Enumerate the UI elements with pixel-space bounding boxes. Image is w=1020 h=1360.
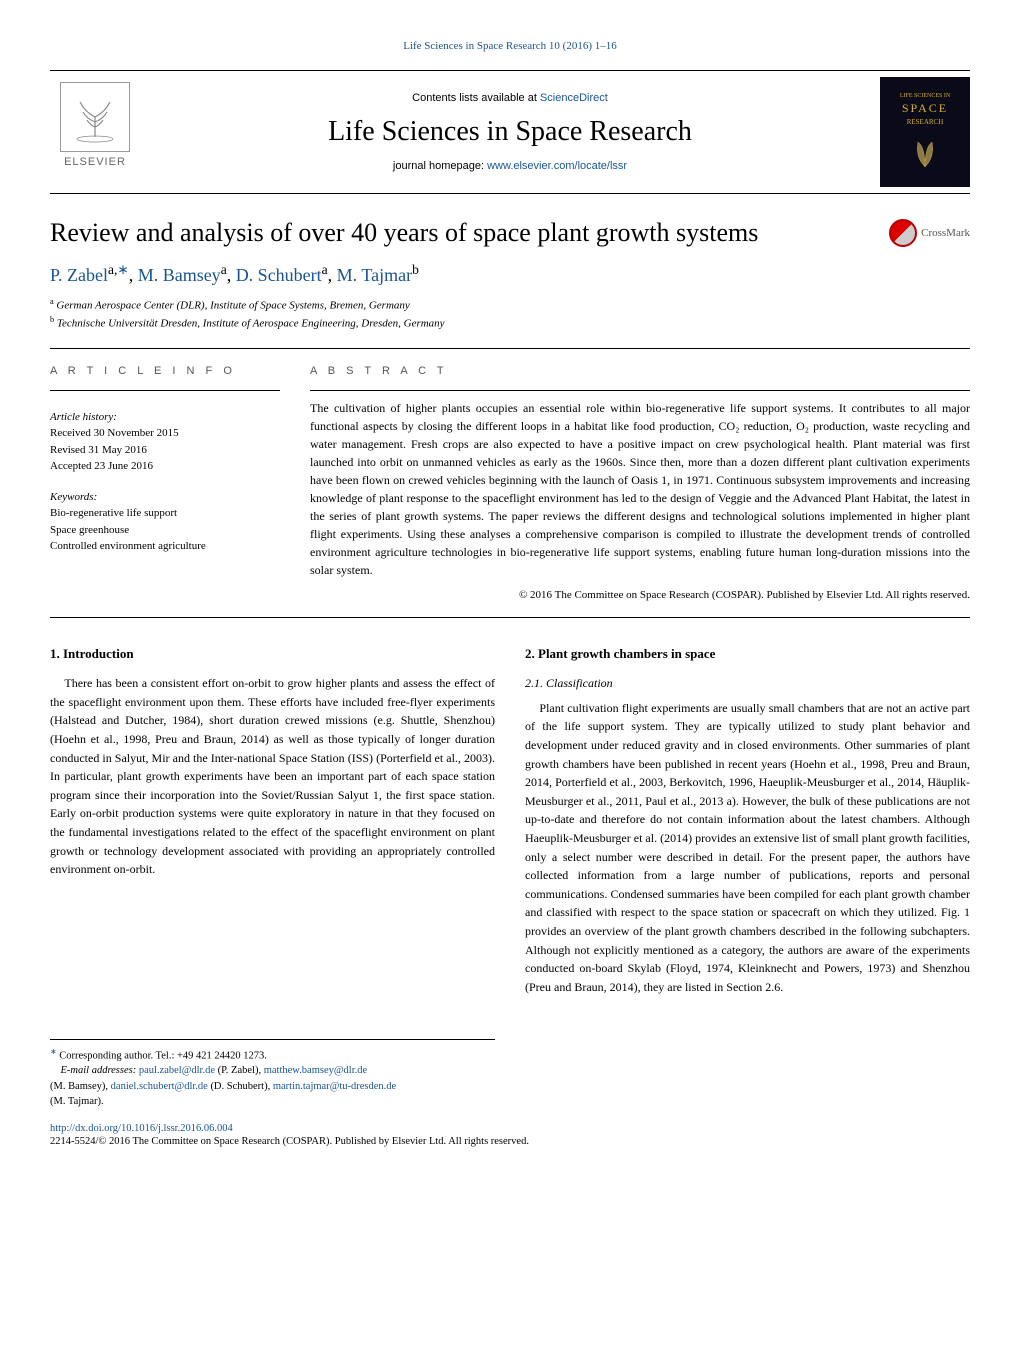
contents-prefix: Contents lists available at <box>412 92 540 104</box>
section-2-heading: 2. Plant growth chambers in space <box>525 644 970 664</box>
top-citation-link[interactable]: Life Sciences in Space Research 10 (2016… <box>403 40 617 52</box>
top-citation: Life Sciences in Space Research 10 (2016… <box>50 40 970 52</box>
journal-homepage: journal homepage: www.elsevier.com/locat… <box>140 160 880 172</box>
journal-title: Life Sciences in Space Research <box>140 116 880 148</box>
email-zabel[interactable]: paul.zabel@dlr.de <box>139 1065 215 1076</box>
author-zabel[interactable]: P. Zabel <box>50 265 108 285</box>
accepted-date: Accepted 23 June 2016 <box>50 458 280 475</box>
header-center: Contents lists available at ScienceDirec… <box>140 92 880 172</box>
affiliation-b: Technische Universität Dresden, Institut… <box>57 318 445 330</box>
left-column: 1. Introduction There has been a consist… <box>50 644 495 1109</box>
author-schubert[interactable]: D. Schubert <box>236 265 322 285</box>
author-tajmar[interactable]: M. Tajmar <box>337 265 412 285</box>
keyword-1: Bio-regenerative life support <box>50 505 280 522</box>
cover-leaf-icon <box>900 132 950 172</box>
elsevier-tree-icon <box>60 82 130 152</box>
abstract-heading: A B S T R A C T <box>310 363 970 380</box>
abstract: A B S T R A C T The cultivation of highe… <box>310 363 970 603</box>
sciencedirect-line: Contents lists available at ScienceDirec… <box>140 92 880 104</box>
sep: , <box>328 265 337 285</box>
homepage-prefix: journal homepage: <box>393 160 487 172</box>
author-tajmar-sup: b <box>412 262 419 277</box>
homepage-link[interactable]: www.elsevier.com/locate/lssr <box>487 160 627 172</box>
cover-text-main: SPACE <box>902 101 948 116</box>
crossmark-label: CrossMark <box>921 227 970 239</box>
journal-cover: LIFE SCIENCES IN SPACE RESEARCH <box>880 77 970 187</box>
crossmark-icon <box>889 219 917 247</box>
intro-paragraph: There has been a consistent effort on-or… <box>50 674 495 879</box>
info-abstract: A R T I C L E I N F O Article history: R… <box>50 348 970 618</box>
cover-text-sub: RESEARCH <box>907 118 944 126</box>
info-heading: A R T I C L E I N F O <box>50 363 280 380</box>
cover-text-top: LIFE SCIENCES IN <box>900 93 950 99</box>
corr-author-note: Corresponding author. Tel.: +49 421 2442… <box>59 1050 267 1061</box>
title-row: Review and analysis of over 40 years of … <box>50 218 970 248</box>
final-copyright: 2214-5524/© 2016 The Committee on Space … <box>50 1136 970 1147</box>
classification-paragraph: Plant cultivation flight experiments are… <box>525 699 970 997</box>
email-zabel-who: (P. Zabel), <box>215 1065 264 1076</box>
journal-header: ELSEVIER Contents lists available at Sci… <box>50 70 970 194</box>
received-date: Received 30 November 2015 <box>50 425 280 442</box>
section-1-heading: 1. Introduction <box>50 644 495 664</box>
aff-b-sup: b <box>50 315 54 324</box>
abstract-body: The cultivation of higher plants occupie… <box>310 399 970 579</box>
article-title: Review and analysis of over 40 years of … <box>50 218 758 248</box>
section-2-1-heading: 2.1. Classification <box>525 674 970 693</box>
affiliations: a German Aerospace Center (DLR), Institu… <box>50 296 970 332</box>
email-bamsey-who: (M. Bamsey), <box>50 1081 111 1092</box>
history-label: Article history: <box>50 409 280 426</box>
keyword-2: Space greenhouse <box>50 522 280 539</box>
author-zabel-sup: a,∗ <box>108 262 129 277</box>
body-columns: 1. Introduction There has been a consist… <box>50 644 970 1109</box>
email-label: E-mail addresses: <box>61 1065 137 1076</box>
elsevier-label: ELSEVIER <box>64 156 126 168</box>
elsevier-logo: ELSEVIER <box>50 82 140 182</box>
crossmark-badge[interactable]: CrossMark <box>889 219 970 247</box>
email-bamsey[interactable]: matthew.bamsey@dlr.de <box>264 1065 367 1076</box>
sep: , <box>129 265 138 285</box>
author-bamsey[interactable]: M. Bamsey <box>138 265 221 285</box>
authors-line: P. Zabela,∗, M. Bamseya, D. Schuberta, M… <box>50 262 970 286</box>
aff-a-sup: a <box>50 297 54 306</box>
keywords-label: Keywords: <box>50 489 280 506</box>
email-schubert-who: (D. Schubert), <box>208 1081 273 1092</box>
email-tajmar-who: (M. Tajmar). <box>50 1096 104 1107</box>
email-tajmar[interactable]: martin.tajmar@tu-dresden.de <box>273 1081 396 1092</box>
right-column: 2. Plant growth chambers in space 2.1. C… <box>525 644 970 1109</box>
abstract-copyright: © 2016 The Committee on Space Research (… <box>310 587 970 604</box>
footnotes: ∗ Corresponding author. Tel.: +49 421 24… <box>50 1039 495 1109</box>
email-schubert[interactable]: daniel.schubert@dlr.de <box>111 1081 208 1092</box>
tree-icon <box>65 87 125 147</box>
revised-date: Revised 31 May 2016 <box>50 442 280 459</box>
affiliation-a: German Aerospace Center (DLR), Institute… <box>56 300 409 312</box>
sciencedirect-link[interactable]: ScienceDirect <box>540 92 608 104</box>
sep: , <box>227 265 236 285</box>
doi-line: http://dx.doi.org/10.1016/j.lssr.2016.06… <box>50 1123 970 1134</box>
keyword-3: Controlled environment agriculture <box>50 538 280 555</box>
doi-link[interactable]: http://dx.doi.org/10.1016/j.lssr.2016.06… <box>50 1123 233 1134</box>
article-info: A R T I C L E I N F O Article history: R… <box>50 363 280 603</box>
